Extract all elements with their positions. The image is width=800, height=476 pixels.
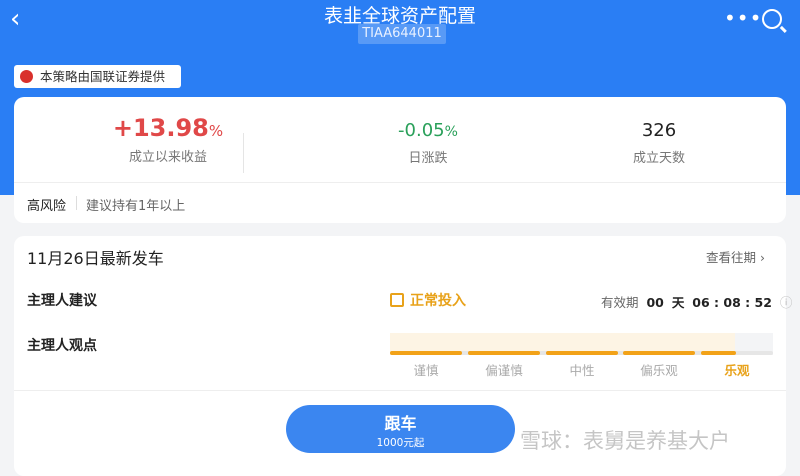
advice-label: 主理人建议	[27, 293, 97, 309]
stat-total-return: +13.98% 成立以来收益	[68, 114, 268, 165]
view-level-selected: 乐观	[724, 363, 750, 378]
gauge-segment	[390, 351, 462, 355]
follow-sub: 1000元起	[376, 437, 425, 449]
validity-time: 06 : 08 : 52	[692, 295, 772, 310]
stat-label: 成立天数	[632, 151, 685, 166]
stat-value: -0.05	[398, 120, 445, 141]
info-icon[interactable]: ⓘ	[775, 295, 793, 310]
validity-days: 00	[646, 295, 664, 310]
risk-level: 高风险	[27, 199, 67, 214]
follow-label: 跟车	[384, 414, 417, 433]
stat-value: 326	[641, 120, 677, 141]
holding-advice: 建议持有1年以上	[86, 199, 186, 214]
view-gauge-fill	[390, 333, 735, 355]
divider	[76, 196, 77, 210]
history-link-label: 查看往期	[706, 250, 757, 265]
provider-badge: 本策略由国联证券提供	[14, 65, 181, 88]
follow-button[interactable]: 跟车 1000元起	[286, 405, 515, 453]
stat-days: 326 成立天数	[559, 120, 759, 166]
provider-logo-icon	[20, 70, 33, 83]
divider	[14, 182, 786, 183]
view-level: 谨慎	[413, 363, 439, 378]
view-label: 主理人观点	[27, 338, 97, 354]
gauge-segment	[468, 351, 540, 355]
strategy-code: TIAA644011	[358, 24, 446, 44]
validity: 有效期 00 天 06 : 08 : 52 ⓘ	[601, 292, 792, 311]
search-icon[interactable]	[762, 9, 782, 29]
stat-unit: %	[444, 124, 458, 140]
back-icon[interactable]: ‹	[10, 4, 21, 34]
page-title: 表韭全球资产配置	[323, 5, 476, 27]
stat-unit: %	[208, 122, 224, 140]
stat-label: 日涨跌	[408, 151, 448, 166]
summary-card	[14, 97, 786, 223]
advice-value: 正常投入	[390, 290, 466, 310]
download-box-icon	[390, 293, 404, 307]
stat-daily-change: -0.05% 日涨跌	[328, 120, 528, 166]
stat-label: 成立以来收益	[128, 150, 207, 165]
divider	[243, 133, 244, 173]
launch-title: 11月26日最新发车	[27, 249, 164, 268]
stat-value: +13.98	[112, 114, 209, 142]
more-icon[interactable]: •••	[724, 6, 763, 30]
gauge-segment	[623, 351, 695, 355]
view-level: 偏乐观	[640, 363, 678, 378]
chevron-right-icon: ›	[760, 250, 765, 265]
validity-label: 有效期	[601, 295, 639, 310]
divider	[14, 390, 786, 391]
history-link[interactable]: 查看往期 ›	[706, 247, 765, 266]
advice-text: 正常投入	[410, 293, 466, 309]
view-level: 偏谨慎	[485, 363, 523, 378]
view-level: 中性	[569, 363, 595, 378]
gauge-segment	[701, 351, 736, 355]
gauge-segment	[546, 351, 618, 355]
watermark: 雪球：表舅是养基大户	[520, 429, 730, 453]
validity-day-unit: 天	[671, 295, 685, 310]
